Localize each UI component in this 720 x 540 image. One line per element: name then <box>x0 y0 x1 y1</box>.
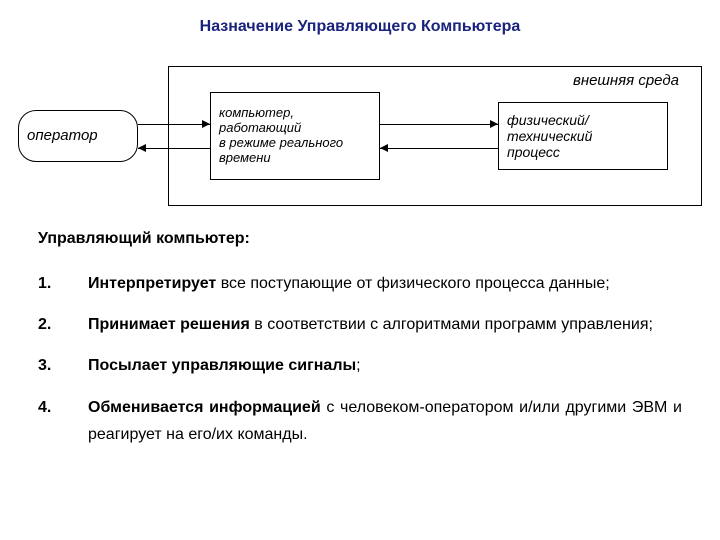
diagram-area: внешняя среда оператор компьютер, работаю… <box>18 66 702 206</box>
function-list: 1.Интерпретирует все поступающие от физи… <box>38 270 682 462</box>
node-operator: оператор <box>18 110 138 162</box>
connector <box>380 124 498 125</box>
arrowhead-icon <box>380 144 388 152</box>
arrowhead-icon <box>490 120 498 128</box>
list-item: 4.Обменивается информацией с человеком-о… <box>38 394 682 448</box>
item-number: 1. <box>38 270 88 297</box>
connector <box>138 148 210 149</box>
item-text: Обменивается информацией с человеком-опе… <box>88 394 682 448</box>
item-number: 2. <box>38 311 88 338</box>
item-number: 3. <box>38 352 88 379</box>
item-text: Посылает управляющие сигналы; <box>88 352 682 379</box>
list-item: 3.Посылает управляющие сигналы; <box>38 352 682 379</box>
arrowhead-icon <box>202 120 210 128</box>
connector <box>380 148 498 149</box>
connector <box>138 124 210 125</box>
environment-label: внешняя среда <box>573 72 679 89</box>
item-text: Интерпретирует все поступающие от физиче… <box>88 270 682 297</box>
item-number: 4. <box>38 394 88 448</box>
item-text: Принимает решения в соответствии с алгор… <box>88 311 682 338</box>
list-item: 2.Принимает решения в соответствии с алг… <box>38 311 682 338</box>
list-item: 1.Интерпретирует все поступающие от физи… <box>38 270 682 297</box>
node-computer: компьютер, работающий в режиме реального… <box>210 92 380 180</box>
arrowhead-icon <box>138 144 146 152</box>
node-process: физический/ технический процесс <box>498 102 668 170</box>
subtitle: Управляющий компьютер: <box>38 230 250 248</box>
page-title: Назначение Управляющего Компьютера <box>0 18 720 36</box>
